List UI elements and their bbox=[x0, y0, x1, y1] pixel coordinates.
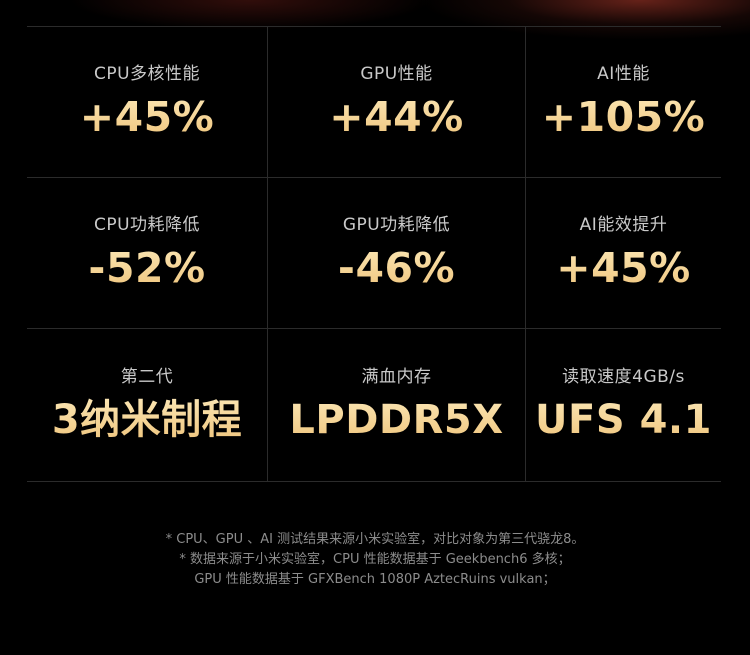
spec-value: LPDDR5X bbox=[289, 397, 504, 443]
spec-value: +45% bbox=[556, 244, 691, 292]
spec-value: -46% bbox=[337, 244, 456, 292]
spec-cell-ai-performance: AI性能 +105% bbox=[526, 27, 721, 177]
spec-label: 满血内存 bbox=[361, 367, 432, 387]
top-glow-banner bbox=[0, 0, 750, 40]
spec-label: GPU性能 bbox=[360, 64, 433, 84]
footnotes: * CPU、GPU 、AI 测试结果来源小米实验室，对比对象为第三代骁龙8。 *… bbox=[0, 530, 750, 590]
spec-label: AI性能 bbox=[597, 64, 650, 84]
spec-row-performance: CPU多核性能 +45% GPU性能 +44% AI性能 +105% bbox=[27, 27, 721, 178]
footnote-line: * 数据来源于小米实验室，CPU 性能数据基于 Geekbench6 多核； bbox=[179, 552, 571, 567]
spec-value: +44% bbox=[329, 93, 464, 141]
spec-value: +45% bbox=[79, 93, 215, 141]
spec-row-power: CPU功耗降低 -52% GPU功耗降低 -46% AI能效提升 +45% bbox=[27, 178, 721, 329]
spec-row-hardware: 第二代 3纳米制程 满血内存 LPDDR5X 读取速度4GB/s UFS 4.1 bbox=[27, 329, 721, 482]
spec-grid: CPU多核性能 +45% GPU性能 +44% AI性能 +105% CPU功耗… bbox=[27, 26, 721, 482]
spec-label: 读取速度4GB/s bbox=[562, 367, 685, 387]
spec-cell-gpu-power: GPU功耗降低 -46% bbox=[268, 178, 526, 328]
spec-label: 第二代 bbox=[120, 367, 174, 387]
spec-value: UFS 4.1 bbox=[535, 397, 712, 443]
spec-label: CPU功耗降低 bbox=[93, 215, 201, 235]
spec-label: AI能效提升 bbox=[579, 215, 668, 235]
spec-value: 3纳米制程 bbox=[51, 397, 243, 443]
spec-value: +105% bbox=[541, 93, 706, 141]
spec-cell-cpu-performance: CPU多核性能 +45% bbox=[27, 27, 268, 177]
spec-value: -52% bbox=[88, 244, 206, 292]
footnote-line: * CPU、GPU 、AI 测试结果来源小米实验室，对比对象为第三代骁龙8。 bbox=[165, 532, 585, 547]
footnote-line: GPU 性能数据基于 GFXBench 1080P AztecRuins vul… bbox=[194, 572, 556, 587]
spec-cell-ai-efficiency: AI能效提升 +45% bbox=[526, 178, 721, 328]
spec-label: CPU多核性能 bbox=[93, 64, 201, 84]
spec-cell-memory: 满血内存 LPDDR5X bbox=[268, 329, 526, 481]
spec-label: GPU功耗降低 bbox=[342, 215, 451, 235]
spec-cell-gpu-performance: GPU性能 +44% bbox=[268, 27, 526, 177]
spec-cell-process: 第二代 3纳米制程 bbox=[27, 329, 268, 481]
spec-cell-cpu-power: CPU功耗降低 -52% bbox=[27, 178, 268, 328]
spec-cell-storage: 读取速度4GB/s UFS 4.1 bbox=[526, 329, 721, 481]
